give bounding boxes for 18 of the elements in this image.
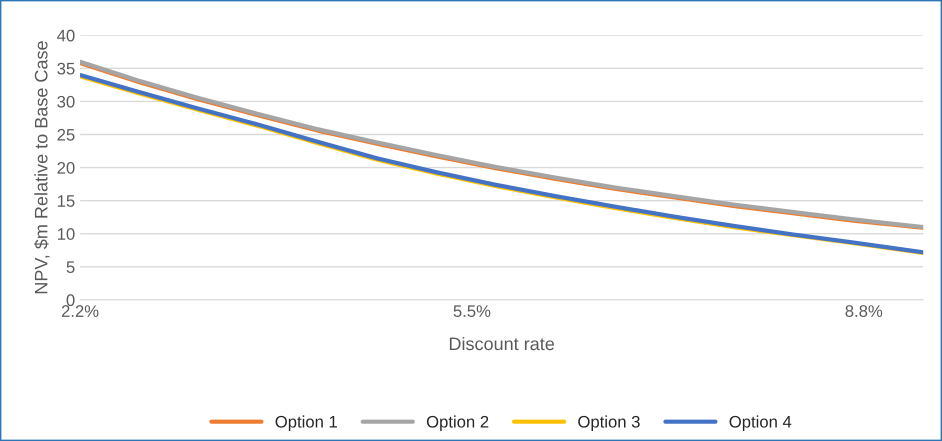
x-tick-label: 5.5% bbox=[454, 305, 490, 317]
y-tick-label: 15 bbox=[58, 195, 75, 207]
y-tick-label: 0 bbox=[66, 294, 75, 306]
x-axis-title: Discount rate bbox=[450, 336, 554, 350]
legend-label: Option 4 bbox=[730, 415, 792, 431]
y-tick-label: 35 bbox=[57, 62, 75, 75]
y-tick-label: 10 bbox=[58, 228, 75, 240]
y-axis-title: NPV, $m Relative to Base Case bbox=[34, 41, 50, 294]
legend-label: Option 1 bbox=[276, 415, 337, 431]
x-tick-label: 8.8% bbox=[846, 305, 882, 317]
y-tick-label: 40 bbox=[57, 30, 75, 42]
y-tick-label: 20 bbox=[58, 162, 75, 174]
y-tick-label: 5 bbox=[66, 261, 75, 274]
legend-label: Option 2 bbox=[426, 415, 488, 431]
legend-label: Option 3 bbox=[578, 415, 640, 431]
x-tick-label: 2.2% bbox=[62, 305, 98, 317]
y-tick-label: 30 bbox=[57, 96, 75, 108]
y-tick-label: 25 bbox=[58, 128, 75, 141]
